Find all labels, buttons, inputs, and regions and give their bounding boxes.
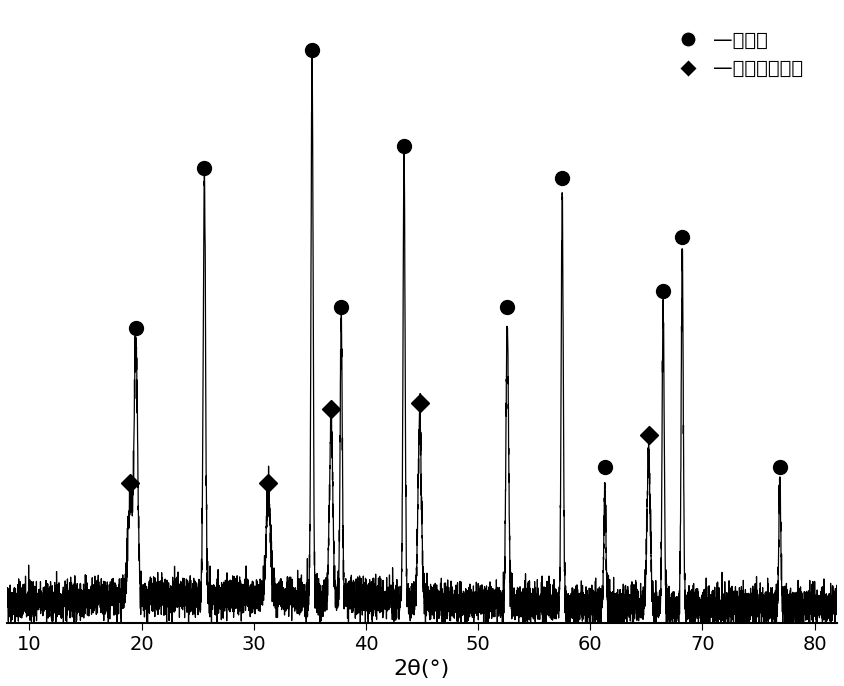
X-axis label: 2θ(°): 2θ(°) bbox=[394, 659, 450, 679]
Legend: —刚玉相, —镁铝尖晶石相: —刚玉相, —镁铝尖晶石相 bbox=[660, 23, 811, 86]
